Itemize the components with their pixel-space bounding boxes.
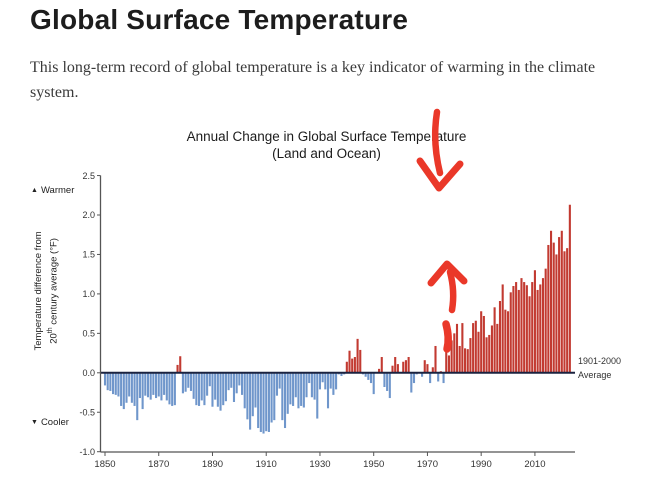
svg-text:1.0: 1.0 bbox=[82, 289, 95, 299]
svg-text:-1.0: -1.0 bbox=[79, 447, 95, 457]
baseline-average-label: 1901-2000 Average bbox=[578, 356, 622, 380]
svg-text:2010: 2010 bbox=[524, 459, 545, 470]
up-triangle-icon: ▲ bbox=[31, 187, 38, 194]
svg-text:-0.5: -0.5 bbox=[79, 407, 95, 417]
arrow-up-icon bbox=[427, 260, 468, 353]
svg-text:2.0: 2.0 bbox=[82, 210, 95, 220]
cooler-label: ▼ Cooler bbox=[31, 417, 69, 428]
svg-text:1990: 1990 bbox=[471, 459, 492, 470]
arrow-down-icon bbox=[416, 108, 464, 192]
svg-text:1850: 1850 bbox=[94, 459, 115, 470]
intro-text: This long-term record of global temperat… bbox=[30, 59, 596, 101]
svg-text:0.5: 0.5 bbox=[82, 329, 95, 339]
svg-text:1950: 1950 bbox=[363, 459, 384, 470]
svg-text:1970: 1970 bbox=[417, 459, 438, 470]
svg-text:1910: 1910 bbox=[256, 459, 277, 470]
svg-text:0.0: 0.0 bbox=[82, 368, 95, 378]
chart-subtitle: (Land and Ocean) bbox=[272, 146, 381, 161]
svg-text:1870: 1870 bbox=[148, 459, 169, 470]
chart-title: Annual Change in Global Surface Temperat… bbox=[186, 129, 467, 144]
svg-text:1930: 1930 bbox=[309, 459, 330, 470]
page-title: Global Surface Temperature bbox=[30, 4, 409, 35]
svg-text:1890: 1890 bbox=[202, 459, 223, 470]
warmer-label: ▲ Warmer bbox=[31, 185, 75, 196]
svg-text:1.5: 1.5 bbox=[82, 250, 95, 260]
down-triangle-icon: ▼ bbox=[31, 419, 38, 426]
svg-text:2.5: 2.5 bbox=[82, 171, 95, 181]
